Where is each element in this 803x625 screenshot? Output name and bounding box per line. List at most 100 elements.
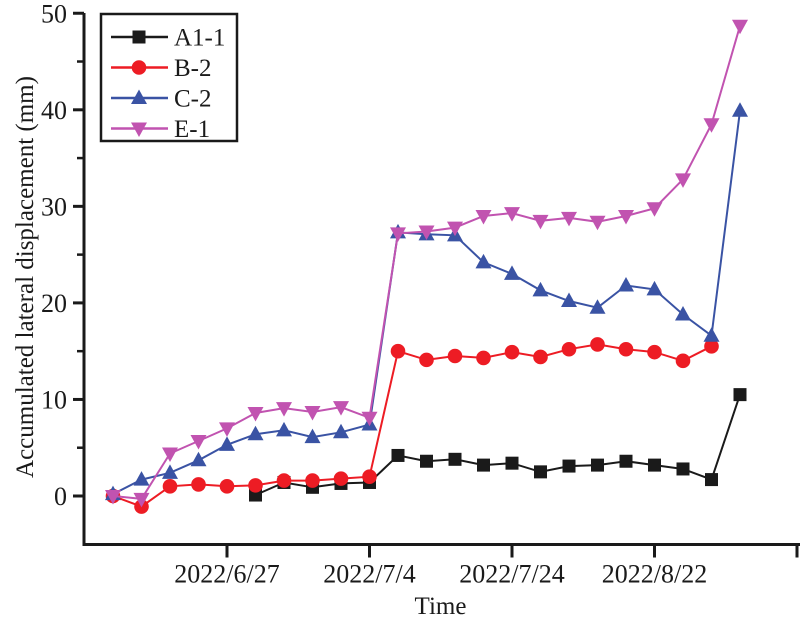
x-tick-label: 2022/8/22 bbox=[602, 560, 707, 589]
point-E-1 bbox=[190, 434, 207, 450]
point-C-2 bbox=[333, 423, 349, 439]
point-E-1 bbox=[646, 202, 663, 217]
point-C-2 bbox=[589, 299, 606, 314]
point-B-2 bbox=[647, 344, 662, 360]
series-E-1 bbox=[105, 19, 748, 508]
y-tick-label: 10 bbox=[41, 385, 67, 414]
point-A1-1 bbox=[591, 458, 604, 472]
y-tick-label: 0 bbox=[54, 482, 67, 511]
point-A1-1 bbox=[448, 452, 462, 466]
point-C-2 bbox=[646, 280, 663, 296]
point-A1-1 bbox=[477, 458, 490, 472]
point-E-1 bbox=[133, 492, 150, 508]
point-B-2 bbox=[362, 469, 377, 484]
point-B-2 bbox=[476, 350, 491, 366]
y-tick-label: 40 bbox=[41, 96, 67, 125]
point-B-2 bbox=[504, 344, 520, 360]
legend: A1-1 B-2 C-2 E-1 bbox=[99, 12, 239, 143]
point-B-2 bbox=[447, 348, 463, 364]
point-E-1 bbox=[561, 211, 577, 227]
point-C-2 bbox=[532, 281, 549, 297]
point-E-1 bbox=[732, 19, 748, 35]
point-A1-1 bbox=[676, 462, 690, 476]
point-E-1 bbox=[589, 215, 606, 231]
legend-marker-E-1 bbox=[131, 122, 147, 137]
point-E-1 bbox=[447, 221, 463, 237]
axes: 0 10 20 30 40 50 2022/6/27 2022/7/4 2022/7/24 202… bbox=[41, 0, 800, 589]
series-B-2 bbox=[105, 337, 719, 514]
point-B-2 bbox=[419, 352, 434, 368]
point-B-2 bbox=[675, 353, 691, 369]
point-C-2 bbox=[703, 327, 720, 342]
legend-label-E-1: E-1 bbox=[174, 116, 210, 143]
point-E-1 bbox=[219, 422, 235, 437]
point-A1-1 bbox=[648, 458, 661, 472]
point-E-1 bbox=[418, 225, 435, 240]
point-C-2 bbox=[475, 253, 492, 269]
point-B-2 bbox=[533, 349, 548, 365]
point-B-2 bbox=[248, 478, 263, 493]
point-C-2 bbox=[504, 265, 520, 280]
legend-box bbox=[99, 12, 239, 143]
point-E-1 bbox=[304, 406, 321, 421]
point-A1-1 bbox=[420, 454, 433, 468]
legend-marker-B-2 bbox=[131, 60, 147, 75]
point-C-2 bbox=[219, 436, 235, 451]
point-C-2 bbox=[561, 292, 577, 307]
y-tick-label: 20 bbox=[41, 289, 67, 318]
point-B-2 bbox=[704, 339, 719, 354]
series-C-2 bbox=[105, 102, 748, 501]
point-E-1 bbox=[333, 401, 349, 416]
point-B-2 bbox=[276, 473, 292, 488]
point-B-2 bbox=[162, 479, 178, 494]
point-E-1 bbox=[105, 490, 121, 505]
legend-marker-C-2 bbox=[131, 89, 147, 104]
series-line-B-2 bbox=[112, 343, 712, 508]
series-A1-1 bbox=[249, 388, 747, 502]
legend-label-A1-1: A1-1 bbox=[174, 25, 225, 52]
point-E-1 bbox=[532, 214, 549, 230]
legend-item-A1-1: A1-1 bbox=[111, 25, 225, 52]
y-tick-label: 30 bbox=[41, 192, 67, 221]
x-axis-title: Time bbox=[414, 593, 467, 620]
point-C-2 bbox=[247, 425, 264, 441]
point-A1-1 bbox=[391, 448, 405, 462]
point-E-1 bbox=[703, 118, 720, 133]
point-C-2 bbox=[732, 102, 748, 117]
point-E-1 bbox=[618, 210, 634, 225]
point-E-1 bbox=[247, 406, 264, 422]
point-E-1 bbox=[162, 447, 178, 463]
point-B-2 bbox=[333, 471, 349, 486]
legend-label-C-2: C-2 bbox=[174, 86, 212, 113]
legend-marker-A1-1 bbox=[132, 30, 146, 44]
point-E-1 bbox=[361, 411, 378, 427]
point-C-2 bbox=[675, 305, 691, 321]
point-E-1 bbox=[504, 207, 520, 222]
point-B-2 bbox=[305, 473, 320, 488]
legend-item-B-2: B-2 bbox=[111, 55, 212, 82]
legend-label-B-2: B-2 bbox=[174, 55, 212, 82]
point-C-2 bbox=[276, 421, 292, 437]
point-B-2 bbox=[561, 341, 577, 357]
point-C-2 bbox=[133, 471, 150, 486]
point-C-2 bbox=[190, 451, 207, 467]
point-C-2 bbox=[618, 277, 634, 292]
point-B-2 bbox=[219, 479, 235, 494]
point-E-1 bbox=[276, 402, 292, 417]
point-B-2 bbox=[618, 341, 634, 357]
legend-item-C-2: C-2 bbox=[111, 86, 212, 113]
x-tick-label: 2022/7/4 bbox=[323, 560, 415, 589]
point-C-2 bbox=[162, 464, 178, 479]
x-tick-label: 2022/6/27 bbox=[174, 560, 279, 589]
x-tick-label: 2022/7/24 bbox=[459, 560, 564, 589]
point-A1-1 bbox=[562, 459, 576, 473]
point-B-2 bbox=[590, 337, 605, 352]
legend-item-E-1: E-1 bbox=[111, 116, 210, 143]
point-A1-1 bbox=[505, 456, 519, 470]
point-A1-1 bbox=[705, 473, 718, 487]
y-axis-title: Accumulated lateral displacement (mm) bbox=[12, 76, 39, 478]
point-A1-1 bbox=[534, 465, 547, 479]
y-tick-label: 50 bbox=[41, 0, 67, 28]
